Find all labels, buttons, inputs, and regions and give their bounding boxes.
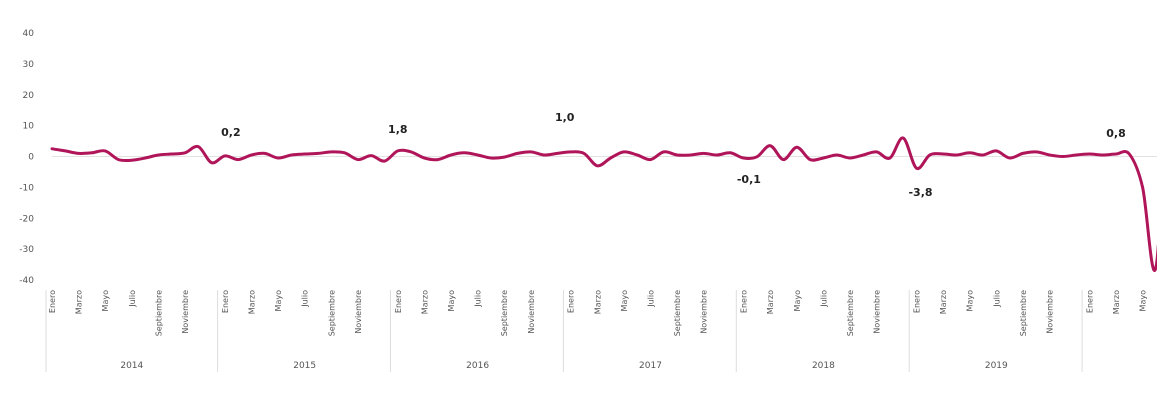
x-tick-label: Julio: [992, 290, 1001, 308]
x-tick-label: Marzo: [1112, 290, 1121, 314]
y-tick-label: 0: [28, 153, 34, 163]
x-tick-label: Marzo: [939, 290, 948, 314]
x-tick-label: Septiembre: [500, 290, 509, 336]
data-label: 1,8: [388, 123, 408, 136]
y-tick-label: 20: [23, 91, 35, 101]
x-tick-label: Enero: [221, 290, 230, 313]
x-tick-label: Mayo: [447, 290, 456, 312]
x-tick-label: Septiembre: [846, 290, 855, 336]
x-tick-label: Septiembre: [327, 290, 336, 336]
x-tick-label: Noviembre: [873, 290, 882, 334]
y-tick-label: -20: [19, 214, 34, 224]
x-tick-label: Mayo: [1139, 290, 1148, 312]
x-tick-label: Marzo: [420, 290, 429, 314]
series-group: [50, 136, 1157, 272]
x-tick-label: Julio: [128, 290, 137, 308]
x-tick-label: Septiembre: [1019, 290, 1028, 336]
year-label: 2018: [812, 361, 835, 371]
year-label: 2016: [466, 361, 489, 371]
y-tick-label: 40: [23, 29, 35, 39]
x-tick-label: Noviembre: [354, 290, 363, 334]
x-tick-label: Noviembre: [181, 290, 190, 334]
x-tick-label: Enero: [567, 290, 576, 313]
x-tick-label: Mayo: [620, 290, 629, 312]
x-tick-label: Julio: [474, 290, 483, 308]
x-tick-label: Noviembre: [1046, 290, 1055, 334]
y-tick-label: -10: [19, 183, 34, 193]
year-label: 2014: [120, 361, 143, 371]
x-tick-label: Noviembre: [700, 290, 709, 334]
y-axis: 40 30 20 10 0 -10 -20 -30 -40: [19, 29, 34, 286]
x-tick-label: Marzo: [248, 290, 257, 314]
y-tick-label: -40: [19, 276, 34, 286]
x-tick-label: Enero: [740, 290, 749, 313]
series-line: [50, 136, 1157, 272]
x-tick-label: Julio: [647, 290, 656, 308]
y-tick-label: 10: [23, 122, 35, 132]
x-tick-label: Mayo: [966, 290, 975, 312]
x-tick-label: Mayo: [101, 290, 110, 312]
x-tick-label: Julio: [819, 290, 828, 308]
data-label: 0,8: [1106, 127, 1126, 140]
data-label: -3,8: [908, 186, 932, 199]
x-tick-label: Septiembre: [154, 290, 163, 336]
data-label: 1,0: [555, 111, 575, 124]
x-tick-label: Mayo: [274, 290, 283, 312]
x-tick-label: Enero: [394, 290, 403, 313]
x-tick-label: Marzo: [75, 290, 84, 314]
x-tick-label: Julio: [301, 290, 310, 308]
y-tick-label: 30: [23, 60, 35, 70]
data-label: -0,1: [737, 173, 761, 186]
x-axis: Enero Marzo Mayo Julio Septiembre Noviembre En…: [45, 290, 1148, 372]
year-label: 2019: [985, 361, 1008, 371]
x-tick-label: Enero: [1085, 290, 1094, 313]
annotation-group: 0,21,81,0-0,1-3,80,8-8,0: [221, 111, 1126, 199]
x-tick-label: Noviembre: [527, 290, 536, 334]
data-label: 0,2: [221, 126, 241, 139]
year-label: 2017: [639, 361, 662, 371]
x-tick-label: Septiembre: [673, 290, 682, 336]
x-tick-label: Mayo: [793, 290, 802, 312]
y-tick-label: -30: [19, 245, 34, 255]
x-tick-label: Enero: [48, 290, 57, 313]
year-label: 2015: [293, 361, 316, 371]
x-tick-label: Enero: [913, 290, 922, 313]
x-tick-label: Marzo: [766, 290, 775, 314]
x-tick-label: Marzo: [593, 290, 602, 314]
